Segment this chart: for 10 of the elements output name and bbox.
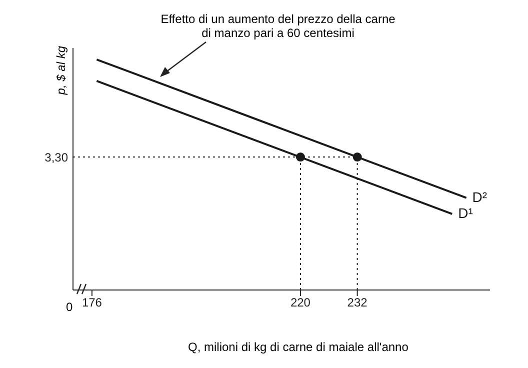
x-tick-label: 176 <box>82 296 102 310</box>
series-label: D² <box>472 188 488 205</box>
y-axis-title: p, $ al kg <box>54 46 68 95</box>
text: 3,30 <box>44 150 68 164</box>
x-axis-title: Q, milioni di kg di carne di maiale all'anno <box>188 340 408 354</box>
text: Effetto di un aumento del prezzo della carne di manzo pari a 60 centesimi <box>160 12 396 40</box>
series-label: D¹ <box>458 204 474 221</box>
x-tick-label: 220 <box>290 296 311 310</box>
x-tick-label: 232 <box>347 296 368 310</box>
text: 0 <box>66 300 73 314</box>
